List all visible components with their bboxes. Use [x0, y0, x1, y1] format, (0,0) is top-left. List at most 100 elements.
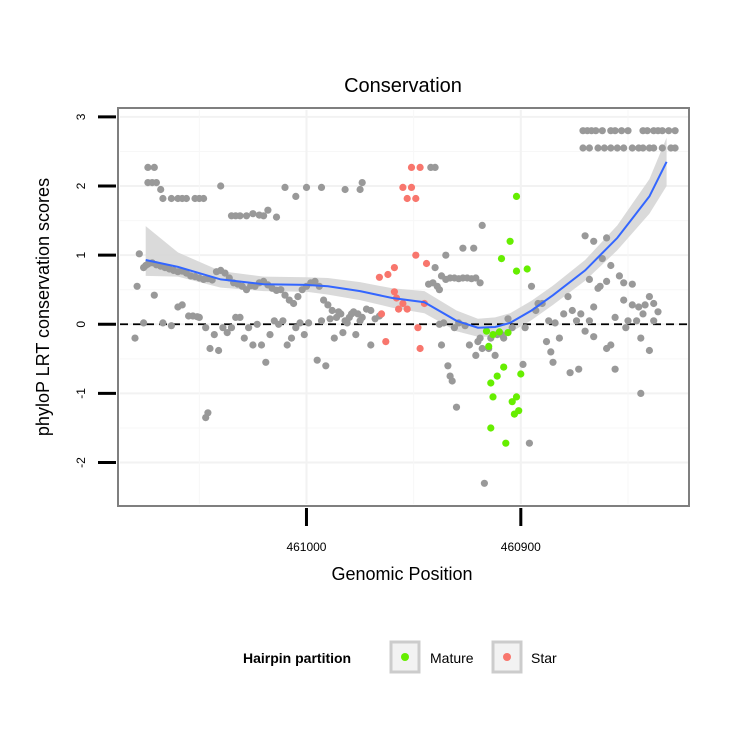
point-other [157, 185, 165, 194]
point-other [167, 194, 175, 203]
point-mature [502, 439, 510, 447]
point-other [227, 324, 236, 332]
point-other [272, 213, 281, 221]
point-other [491, 351, 499, 359]
point-other [292, 192, 300, 200]
point-other [448, 377, 456, 385]
point-other [628, 144, 636, 152]
point-other [585, 317, 594, 325]
point-other [607, 144, 615, 152]
point-other [555, 334, 564, 342]
point-other [311, 277, 319, 285]
point-mature [489, 393, 497, 401]
point-other [603, 277, 611, 285]
y-tick-label: -2 [74, 457, 88, 468]
point-mature [489, 331, 497, 339]
point-other [564, 293, 572, 301]
point-other [302, 183, 311, 191]
point-other [195, 313, 203, 321]
legend-marker-star [503, 653, 511, 661]
point-other [635, 303, 643, 311]
point-other [611, 365, 619, 373]
point-other [465, 341, 473, 349]
point-other [167, 322, 175, 330]
point-other [358, 179, 366, 187]
point-mature [523, 265, 531, 273]
point-other [618, 127, 626, 135]
point-other [150, 163, 158, 171]
x-axis-title: Genomic Position [331, 564, 472, 584]
point-other [343, 319, 351, 327]
legend: Hairpin partition Mature Star [243, 640, 557, 674]
point-other [287, 334, 296, 342]
point-mature [497, 255, 506, 263]
point-other [472, 274, 480, 282]
point-other [317, 183, 326, 191]
point-other [622, 324, 630, 332]
point-other [476, 279, 484, 287]
point-star [416, 163, 424, 171]
point-mature [512, 192, 521, 200]
legend-title: Hairpin partition [243, 650, 351, 666]
point-other [607, 261, 615, 270]
point-other [551, 319, 559, 327]
point-other [290, 299, 298, 308]
point-other [339, 329, 347, 337]
point-other [210, 331, 218, 339]
point-other [568, 306, 576, 315]
point-mature [482, 327, 491, 335]
point-other [450, 324, 458, 332]
point-other [131, 334, 139, 342]
point-other [628, 280, 636, 288]
point-other [581, 232, 589, 240]
point-other [658, 127, 666, 135]
point-other [217, 182, 225, 190]
point-other [317, 317, 326, 325]
point-other [472, 351, 480, 359]
point-other [459, 244, 467, 252]
point-other [202, 414, 210, 422]
point-mature [504, 329, 512, 337]
point-other [590, 303, 598, 311]
point-mature [487, 424, 495, 432]
point-other [283, 341, 291, 349]
point-other [590, 237, 598, 245]
point-other [281, 183, 289, 191]
point-other [279, 317, 287, 325]
point-other [545, 317, 553, 325]
point-other [500, 334, 508, 342]
point-star [407, 163, 416, 171]
point-other [504, 315, 512, 323]
point-other [645, 346, 654, 355]
point-other [560, 310, 568, 318]
chart-title: Conservation [344, 75, 462, 97]
point-other [356, 185, 364, 194]
point-other [527, 282, 536, 290]
point-other [437, 341, 446, 349]
point-star [403, 194, 411, 203]
y-tick-label: 3 [74, 113, 88, 120]
point-mature [510, 410, 518, 418]
point-other [508, 324, 516, 332]
point-other [249, 341, 257, 349]
point-mature [506, 237, 514, 245]
point-other [478, 221, 486, 229]
point-other [240, 334, 248, 342]
point-star [390, 264, 398, 272]
point-other [603, 234, 611, 242]
point-other [257, 341, 266, 349]
point-other [654, 308, 662, 316]
point-other [650, 144, 658, 152]
point-other [356, 317, 364, 325]
point-other [300, 331, 308, 339]
point-other [294, 293, 302, 301]
point-star [407, 183, 416, 191]
point-other [594, 144, 602, 152]
point-other [579, 144, 587, 152]
point-mature [508, 398, 516, 406]
point-star [395, 305, 403, 313]
x-tick-label: 460900 [501, 540, 541, 554]
legend-marker-mature [401, 653, 409, 661]
point-other [135, 250, 143, 258]
point-star [414, 324, 422, 332]
